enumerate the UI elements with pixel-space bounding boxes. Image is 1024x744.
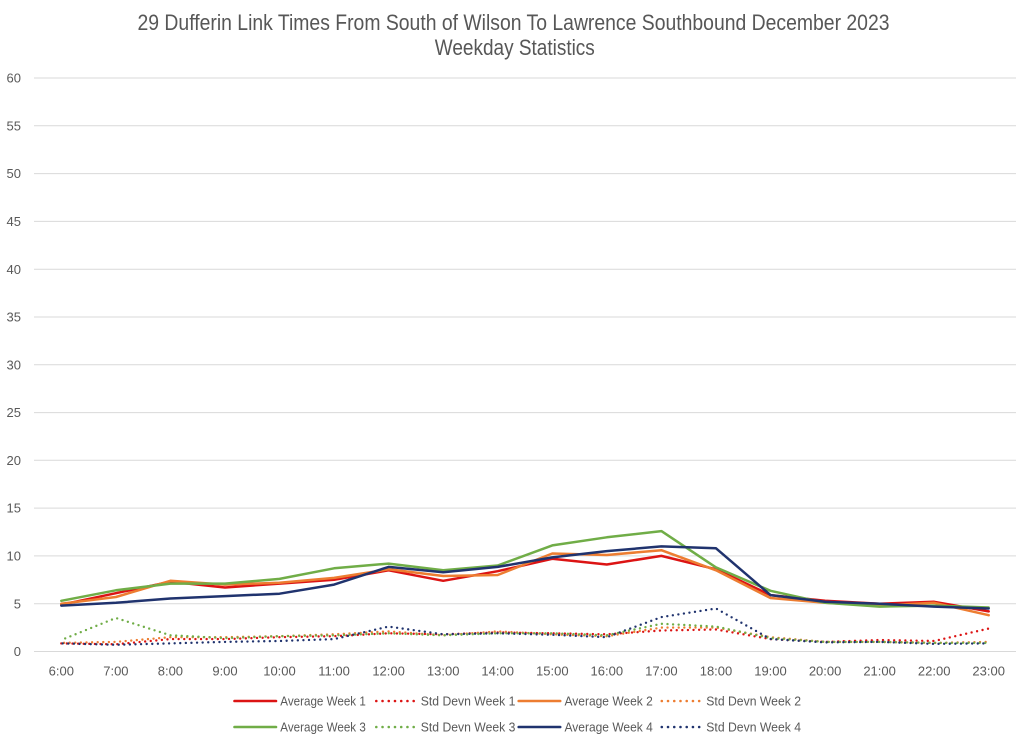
svg-text:Std Devn Week 3: Std Devn Week 3: [421, 720, 516, 735]
svg-text:12:00: 12:00: [372, 663, 405, 678]
svg-text:17:00: 17:00: [645, 663, 678, 678]
svg-text:11:00: 11:00: [318, 663, 350, 678]
svg-text:15: 15: [7, 501, 21, 516]
svg-text:30: 30: [7, 357, 21, 372]
svg-text:0: 0: [14, 644, 21, 659]
svg-text:Weekday Statistics: Weekday Statistics: [435, 35, 595, 60]
svg-text:50: 50: [7, 166, 21, 181]
svg-text:10: 10: [7, 549, 21, 564]
svg-text:Std Devn Week 1: Std Devn Week 1: [421, 694, 516, 709]
svg-text:35: 35: [7, 310, 21, 325]
svg-text:55: 55: [7, 118, 21, 133]
svg-text:Average Week 3: Average Week 3: [280, 720, 366, 735]
svg-text:23:00: 23:00: [972, 663, 1005, 678]
svg-text:19:00: 19:00: [754, 663, 787, 678]
svg-text:14:00: 14:00: [481, 663, 514, 678]
svg-text:29 Dufferin Link Times From So: 29 Dufferin Link Times From South of Wil…: [138, 10, 890, 35]
svg-text:60: 60: [7, 71, 21, 86]
svg-text:16:00: 16:00: [591, 663, 624, 678]
svg-text:Std Devn Week 2: Std Devn Week 2: [706, 694, 801, 709]
svg-text:45: 45: [7, 214, 21, 229]
svg-text:7:00: 7:00: [103, 663, 128, 678]
svg-text:13:00: 13:00: [427, 663, 460, 678]
svg-text:8:00: 8:00: [158, 663, 183, 678]
svg-text:Average Week 2: Average Week 2: [565, 694, 653, 709]
svg-text:6:00: 6:00: [49, 663, 74, 678]
svg-text:20:00: 20:00: [809, 663, 842, 678]
svg-text:9:00: 9:00: [212, 663, 237, 678]
svg-text:10:00: 10:00: [263, 663, 296, 678]
svg-text:21:00: 21:00: [863, 663, 896, 678]
svg-text:40: 40: [7, 262, 21, 277]
svg-text:25: 25: [7, 405, 21, 420]
svg-text:Std Devn Week 4: Std Devn Week 4: [706, 720, 801, 735]
svg-text:20: 20: [7, 453, 21, 468]
svg-text:22:00: 22:00: [918, 663, 951, 678]
svg-text:18:00: 18:00: [700, 663, 733, 678]
svg-text:5: 5: [14, 596, 21, 611]
svg-text:Average Week 1: Average Week 1: [280, 694, 366, 709]
svg-text:15:00: 15:00: [536, 663, 569, 678]
svg-text:Average Week 4: Average Week 4: [565, 720, 653, 735]
